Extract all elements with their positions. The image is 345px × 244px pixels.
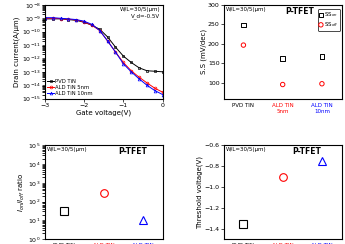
ALD TiN 10nm (90, 23, 94, 26)
ALD TiN 10nm (129, 70, 133, 73)
PVD TiN (129, 61, 133, 64)
PVD TiN (74, 19, 78, 22)
ALD TiN 10nm (74, 18, 78, 21)
Text: W/L=30/5(μm): W/L=30/5(μm) (226, 7, 267, 12)
PVD TiN (51, 17, 55, 20)
SS$_{off}$ (319, 82, 325, 86)
ALD TiN 5nm (106, 40, 110, 42)
ALD TiN 10nm (59, 17, 63, 20)
ALD TiN 10nm (114, 51, 118, 53)
ALD TiN 5nm (98, 29, 102, 32)
Y-axis label: $I_{on}/I_{off}$ ratio: $I_{on}/I_{off}$ ratio (17, 173, 27, 212)
Y-axis label: S.S (mV/dec): S.S (mV/dec) (200, 29, 207, 74)
Line: ALD TiN 10nm: ALD TiN 10nm (43, 16, 164, 96)
ALD TiN 5nm (74, 19, 78, 21)
ALD TiN 10nm (51, 16, 55, 19)
Y-axis label: Threshold voltage(V): Threshold voltage(V) (197, 156, 203, 229)
ALD TiN 5nm (51, 17, 55, 20)
ALD TiN 5nm (153, 87, 157, 90)
PVD TiN (114, 46, 118, 49)
Text: P-TFET: P-TFET (118, 147, 147, 156)
ALD TiN 10nm (82, 20, 86, 23)
ALD TiN 5nm (59, 17, 63, 20)
ALD TiN 5nm (145, 81, 149, 84)
ALD TiN 5nm (129, 69, 133, 72)
PVD TiN (82, 21, 86, 24)
Text: W/L=30/5(μm): W/L=30/5(μm) (226, 147, 267, 152)
SS$_{off}$ (241, 43, 246, 47)
ALD TiN 10nm (66, 17, 70, 20)
PVD TiN (98, 28, 102, 31)
ALD TiN 5nm (43, 17, 47, 20)
ALD TiN 10nm (137, 77, 141, 80)
ALD TiN 10nm (160, 93, 165, 96)
SS$_{on}$ (319, 54, 325, 58)
ALD TiN 10nm (106, 40, 110, 42)
Line: PVD TiN: PVD TiN (43, 18, 164, 73)
PVD TiN (106, 36, 110, 39)
ALD TiN 5nm (160, 91, 165, 94)
PVD TiN (160, 70, 165, 73)
ALD TiN 5nm (66, 18, 70, 21)
ALD TiN 10nm (98, 29, 102, 32)
PVD TiN (66, 18, 70, 21)
ALD TiN 5nm (90, 24, 94, 27)
PVD TiN (153, 70, 157, 73)
Y-axis label: Drain current(A/μm): Drain current(A/μm) (14, 17, 20, 87)
ALD TiN 10nm (43, 16, 47, 19)
ALD TiN 10nm (121, 62, 126, 65)
Text: W/L=30/5(μm): W/L=30/5(μm) (47, 147, 88, 152)
Text: P-TFET: P-TFET (285, 7, 314, 16)
Line: ALD TiN 5nm: ALD TiN 5nm (43, 17, 164, 94)
ALD TiN 5nm (114, 51, 118, 53)
Legend: PVD TiN, ALD TiN 5nm, ALD TiN 10nm: PVD TiN, ALD TiN 5nm, ALD TiN 10nm (46, 77, 95, 98)
ALD TiN 5nm (137, 76, 141, 79)
PVD TiN (145, 69, 149, 72)
Text: W/L=30/5(μm)
V_d=-0.5V: W/L=30/5(μm) V_d=-0.5V (120, 7, 160, 19)
PVD TiN (90, 24, 94, 27)
ALD TiN 10nm (153, 89, 157, 92)
ALD TiN 10nm (145, 84, 149, 87)
X-axis label: Gate voltage(V): Gate voltage(V) (76, 109, 131, 116)
ALD TiN 5nm (82, 20, 86, 23)
Legend: SS$_{on}$, SS$_{off}$: SS$_{on}$, SS$_{off}$ (317, 9, 340, 31)
SS$_{on}$ (241, 23, 246, 27)
PVD TiN (121, 55, 126, 58)
PVD TiN (137, 66, 141, 69)
ALD TiN 5nm (121, 61, 126, 64)
SS$_{off}$ (280, 82, 285, 86)
Text: P-TFET: P-TFET (292, 147, 321, 156)
PVD TiN (43, 17, 47, 20)
SS$_{on}$ (280, 56, 285, 60)
PVD TiN (59, 17, 63, 20)
